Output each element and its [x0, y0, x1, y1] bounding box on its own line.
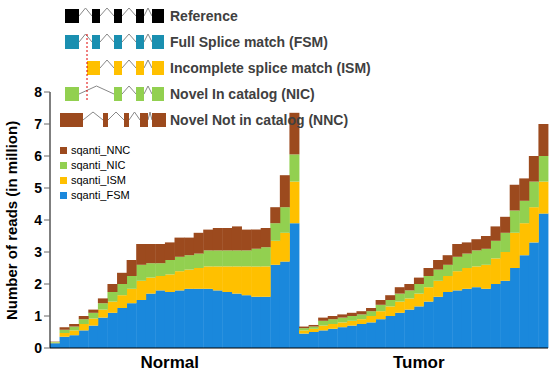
svg-text:7: 7 — [34, 116, 42, 132]
svg-text:3: 3 — [34, 244, 42, 260]
svg-text:Reference: Reference — [170, 8, 238, 24]
svg-text:4: 4 — [34, 212, 42, 228]
svg-text:Number of reads (in million): Number of reads (in million) — [8, 121, 20, 320]
svg-text:Novel In catalog (NIC): Novel In catalog (NIC) — [170, 86, 315, 102]
svg-text:1: 1 — [34, 308, 42, 324]
html-text:sqanti_NNC: sqanti_NNC — [71, 144, 131, 156]
svg-text:6: 6 — [34, 148, 42, 164]
svg-text:Novel Not in catalog (NNC): Novel Not in catalog (NNC) — [170, 112, 348, 128]
svg-text:0: 0 — [34, 340, 42, 356]
html-text:sqanti_NIC: sqanti_NIC — [71, 159, 126, 171]
svg-text:2: 2 — [34, 276, 42, 292]
svg-text:Tumor: Tumor — [393, 353, 445, 372]
html-text:sqanti_FSM: sqanti_FSM — [71, 189, 130, 201]
svg-text:Full Splice match (FSM): Full Splice match (FSM) — [170, 34, 328, 50]
svg-text:Incomplete splice match (ISM): Incomplete splice match (ISM) — [170, 60, 371, 76]
svg-text:Normal: Normal — [140, 353, 199, 372]
svg-text:5: 5 — [34, 180, 42, 196]
svg-text:8: 8 — [34, 84, 42, 100]
html-text:sqanti_ISM: sqanti_ISM — [71, 174, 126, 186]
